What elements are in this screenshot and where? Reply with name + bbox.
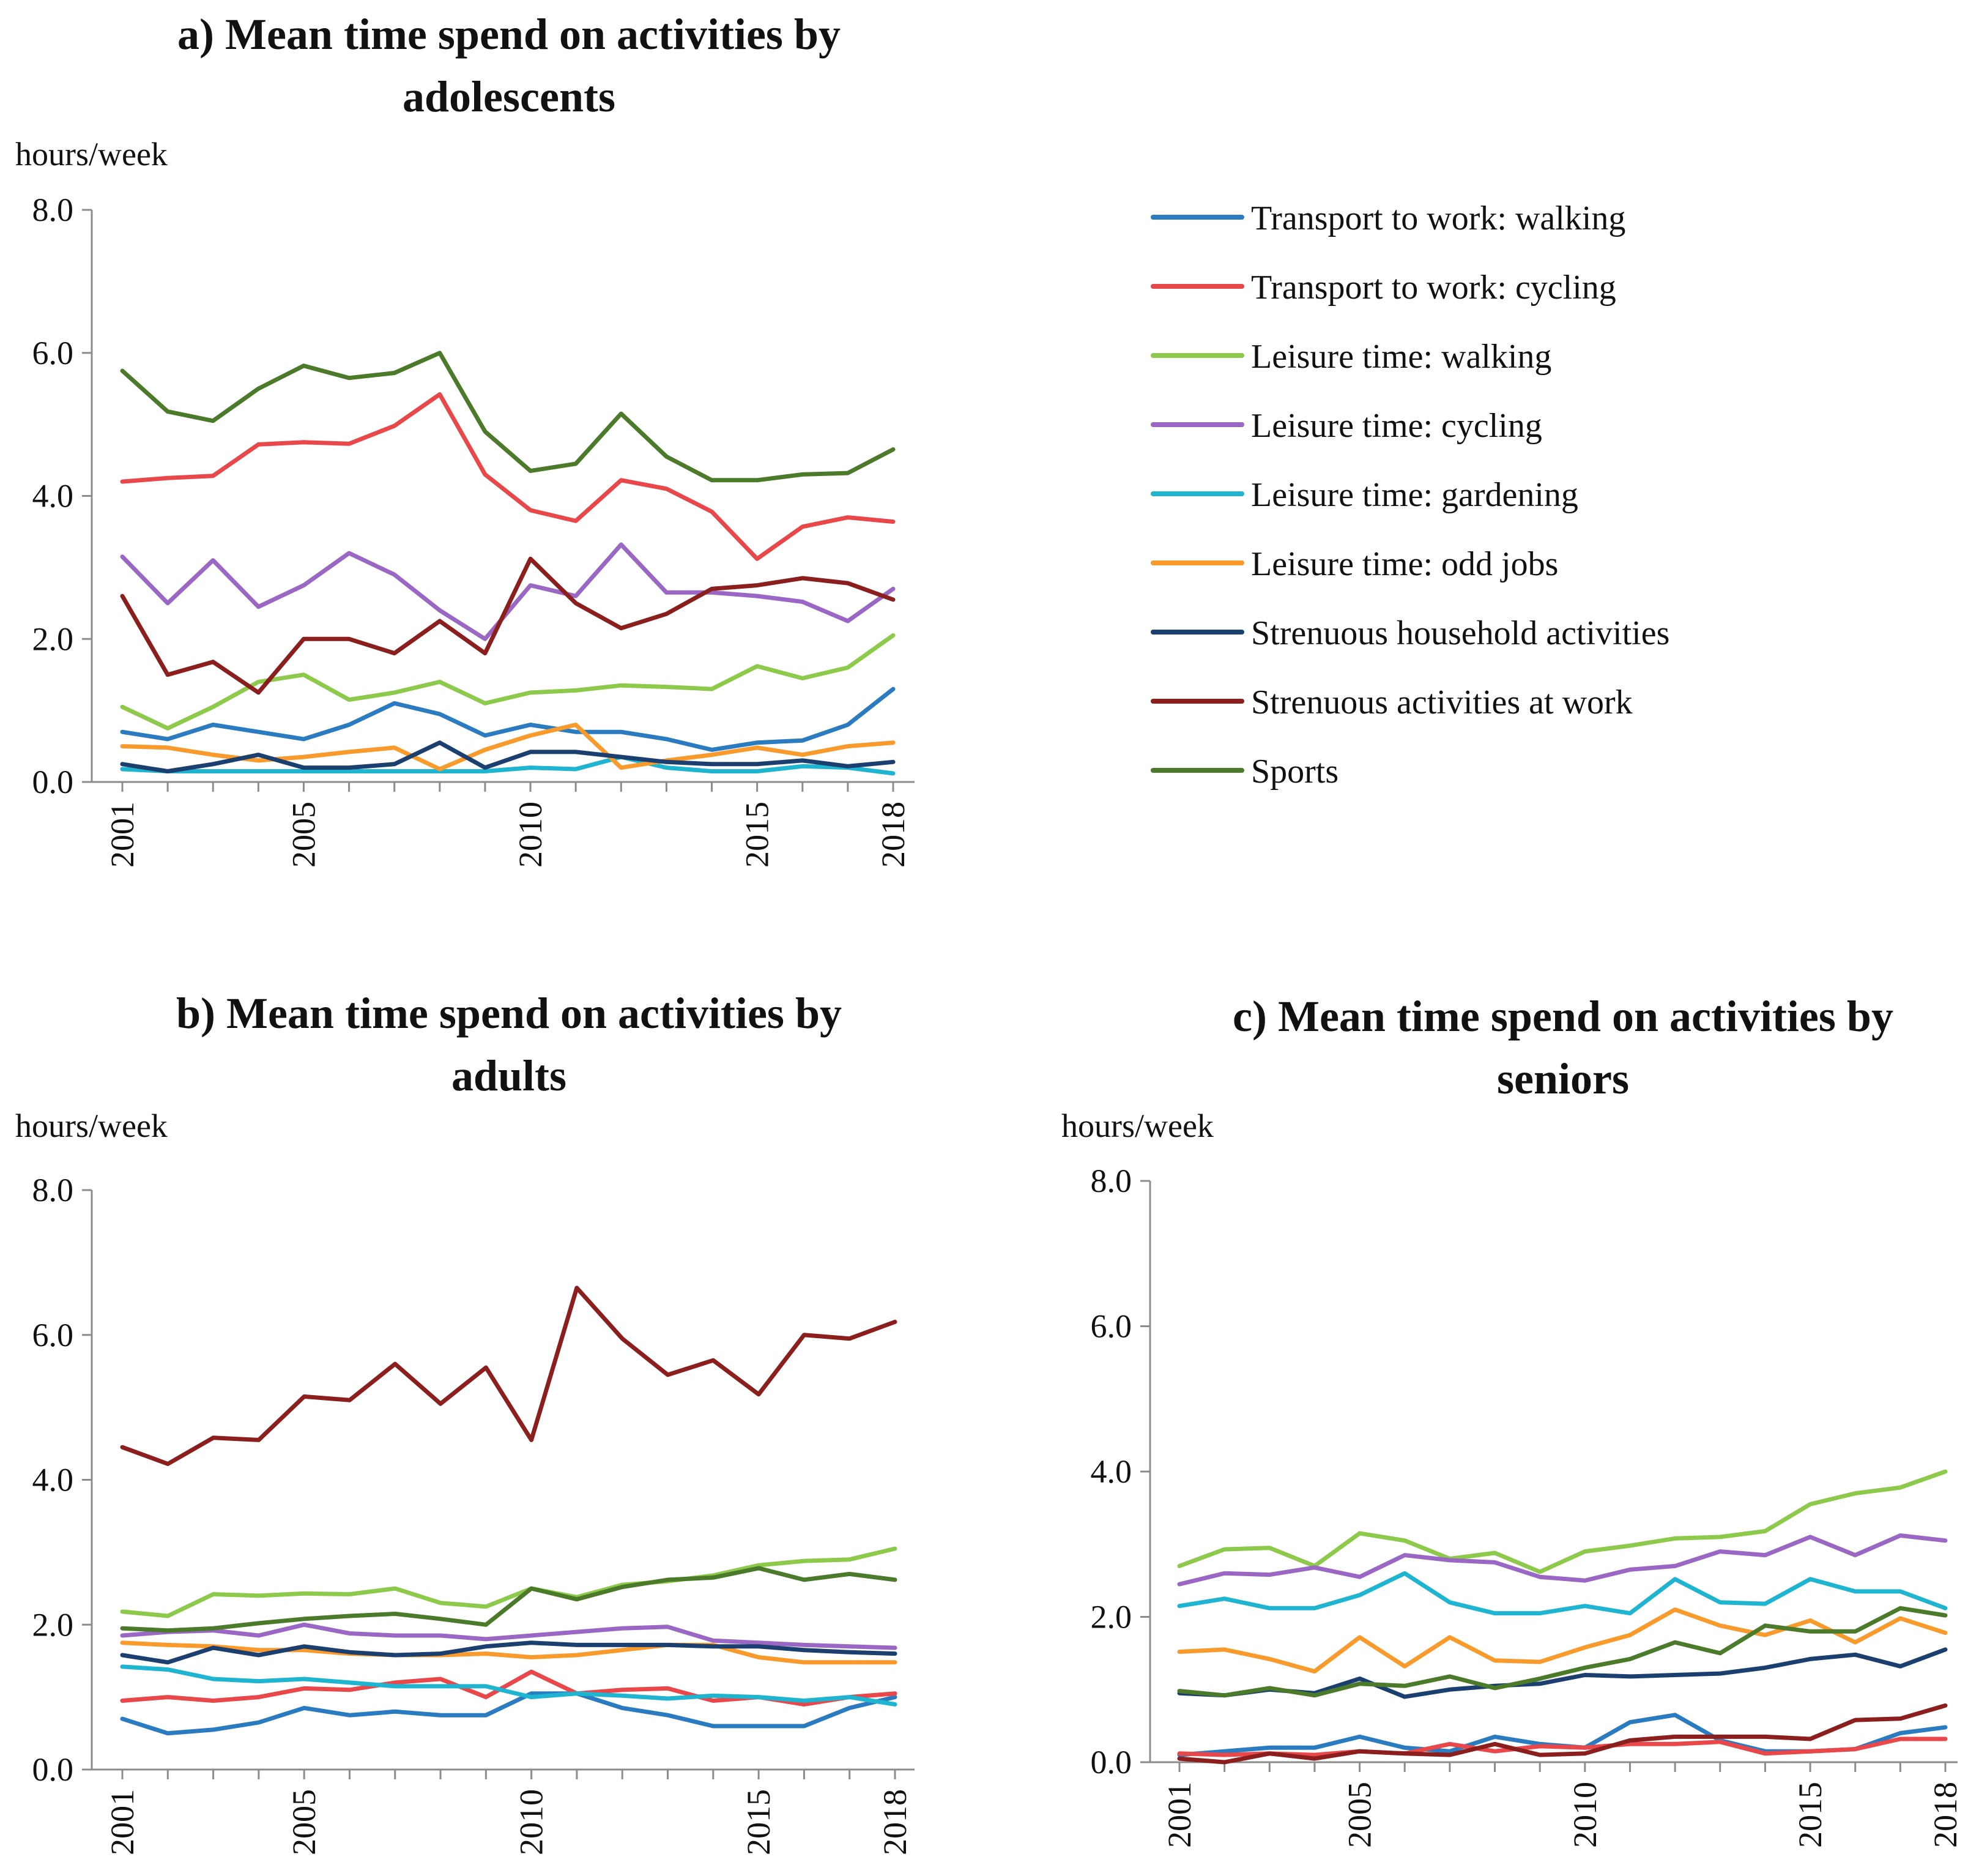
series-line-strenuous-activities-at-work <box>120 1286 897 1466</box>
y-tick-label: 8.0 <box>1091 1163 1132 1199</box>
x-tick-label: 2010 <box>513 1789 550 1855</box>
series-line-strenuous-activities-at-work <box>1177 1703 1948 1765</box>
x-tick-label: 2005 <box>1342 1782 1378 1848</box>
series-line-leisure-time-odd-jobs <box>1177 1607 1948 1674</box>
x-tick-label: 2010 <box>1567 1782 1603 1848</box>
x-tick-label: 2018 <box>877 1789 913 1855</box>
x-tick-label: 2015 <box>739 802 776 868</box>
series-line-leisure-time-odd-jobs <box>120 1640 897 1665</box>
x-tick-label: 2018 <box>875 802 912 868</box>
series-line-leisure-time-odd-jobs <box>120 723 896 772</box>
series-line-strenuous-household-activities <box>120 740 896 773</box>
chart-panel-adults: b) Mean time spend on activities by adul… <box>15 989 915 1855</box>
legend: Transport to work: walking Transport to w… <box>1151 199 1669 791</box>
y-tick-label: 0.0 <box>32 1751 74 1788</box>
legend-label-leisure-time-cycling: Leisure time: cycling <box>1251 407 1542 445</box>
series-line-leisure-time-cycling <box>120 542 896 641</box>
chart-title-line1: b) Mean time spend on activities by <box>176 989 842 1038</box>
series-line-leisure-time-walking <box>120 1546 897 1618</box>
y-tick-label: 2.0 <box>32 1606 74 1643</box>
legend-label-transport-to-work-cycling: Transport to work: cycling <box>1251 269 1616 307</box>
series-line-leisure-time-cycling <box>1177 1533 1948 1587</box>
legend-label-leisure-time-gardening: Leisure time: gardening <box>1251 476 1578 514</box>
legend-label-leisure-time-walking: Leisure time: walking <box>1251 338 1551 376</box>
y-axis-label: hours/week <box>1061 1107 1214 1144</box>
series-line-leisure-time-walking <box>120 633 896 731</box>
series-line-leisure-time-gardening <box>120 754 896 776</box>
y-tick-label: 2.0 <box>32 620 74 657</box>
x-tick-label: 2001 <box>104 802 141 868</box>
series-line-transport-to-work-cycling <box>1177 1736 1948 1757</box>
series-line-sports <box>1177 1606 1948 1698</box>
legend-label-sports: Sports <box>1251 753 1339 791</box>
series-line-transport-to-work-cycling <box>120 392 896 561</box>
y-axis-label: hours/week <box>15 136 168 173</box>
legend-label-strenuous-activities-at-work: Strenuous activities at work <box>1251 683 1633 721</box>
series-line-leisure-time-cycling <box>120 1622 897 1650</box>
chart-panel-seniors: c) Mean time spend on activities by seni… <box>1061 992 1964 1848</box>
y-tick-label: 8.0 <box>32 192 74 228</box>
y-axis-label: hours/week <box>15 1107 168 1144</box>
y-tick-label: 8.0 <box>32 1172 74 1208</box>
series-line-sports <box>120 1566 897 1633</box>
series-line-strenuous-household-activities <box>120 1640 897 1665</box>
series-line-transport-to-work-walking <box>120 1691 897 1736</box>
series-line-leisure-time-walking <box>1177 1469 1948 1574</box>
chart-panel-adolescents: a) Mean time spend on activities by adol… <box>15 10 915 868</box>
x-tick-label: 2018 <box>1927 1782 1964 1848</box>
chart-title-line2: seniors <box>1497 1054 1629 1103</box>
series-line-leisure-time-gardening <box>1177 1571 1948 1616</box>
y-tick-label: 2.0 <box>1091 1599 1132 1636</box>
y-tick-label: 4.0 <box>32 478 74 515</box>
y-tick-label: 6.0 <box>1091 1308 1132 1345</box>
legend-label-strenuous-household-activities: Strenuous household activities <box>1251 614 1669 652</box>
y-tick-label: 6.0 <box>32 335 74 371</box>
x-tick-label: 2010 <box>512 802 549 868</box>
series-line-strenuous-activities-at-work <box>120 556 896 695</box>
x-tick-label: 2015 <box>740 1789 777 1855</box>
legend-label-transport-to-work-walking: Transport to work: walking <box>1251 199 1625 237</box>
chart-title-line1: a) Mean time spend on activities by <box>177 10 841 59</box>
y-tick-label: 0.0 <box>1091 1744 1132 1781</box>
y-tick-label: 0.0 <box>32 764 74 800</box>
x-tick-label: 2015 <box>1792 1782 1829 1848</box>
series-line-leisure-time-gardening <box>120 1664 897 1707</box>
chart-title-line2: adolescents <box>403 72 615 121</box>
legend-label-leisure-time-odd-jobs: Leisure time: odd jobs <box>1251 545 1558 583</box>
x-tick-label: 2001 <box>1161 1782 1198 1848</box>
x-tick-label: 2001 <box>104 1789 141 1855</box>
series-line-sports <box>120 351 896 483</box>
y-tick-label: 4.0 <box>32 1462 74 1498</box>
chart-title-line1: c) Mean time spend on activities by <box>1233 992 1893 1041</box>
x-tick-label: 2005 <box>285 802 322 868</box>
y-tick-label: 4.0 <box>1091 1453 1132 1490</box>
x-tick-label: 2005 <box>286 1789 322 1855</box>
series-line-transport-to-work-walking <box>120 687 896 752</box>
chart-title-line2: adults <box>451 1051 566 1100</box>
y-tick-label: 6.0 <box>32 1317 74 1353</box>
